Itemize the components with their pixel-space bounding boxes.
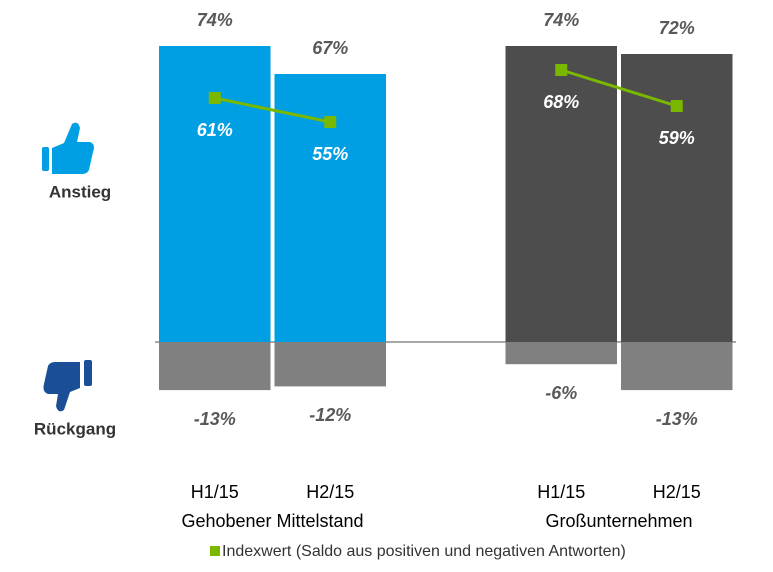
- value-label: -13%: [194, 409, 236, 429]
- bar: [159, 46, 271, 342]
- bar: [159, 342, 271, 391]
- thumbs-up-icon: [42, 122, 94, 174]
- legend-label: Indexwert (Saldo aus positiven und negat…: [222, 543, 626, 560]
- index-marker: [670, 100, 683, 112]
- value-label: 74%: [197, 10, 233, 30]
- down-label: Rückgang: [34, 419, 116, 438]
- value-label: -13%: [656, 409, 698, 429]
- value-label: 67%: [312, 38, 348, 58]
- index-label: 68%: [543, 92, 579, 112]
- bar: [274, 342, 386, 387]
- value-label: 74%: [543, 10, 579, 30]
- bar: [505, 46, 617, 342]
- index-marker: [324, 116, 337, 128]
- group-label: Großunternehmen: [545, 511, 692, 531]
- x-tick-label: H2/15: [653, 482, 701, 502]
- group-label: Gehobener Mittelstand: [181, 511, 363, 531]
- thumbs-down-icon: [43, 360, 92, 412]
- x-tick-label: H1/15: [537, 482, 585, 502]
- value-label: -12%: [309, 405, 351, 425]
- index-label: 59%: [659, 128, 695, 148]
- x-tick-label: H1/15: [191, 482, 239, 502]
- x-tick-label: H2/15: [306, 482, 354, 502]
- index-marker: [208, 92, 221, 104]
- legend-swatch: [210, 546, 220, 556]
- index-label: 61%: [197, 120, 233, 140]
- index-marker: [555, 64, 568, 76]
- value-label: 72%: [659, 18, 695, 38]
- bar: [621, 342, 733, 391]
- bar: [621, 54, 733, 342]
- bar: [505, 342, 617, 365]
- up-label: Anstieg: [49, 182, 111, 201]
- index-line: [214, 68, 678, 124]
- index-label: 55%: [312, 144, 348, 164]
- value-label: -6%: [545, 383, 577, 403]
